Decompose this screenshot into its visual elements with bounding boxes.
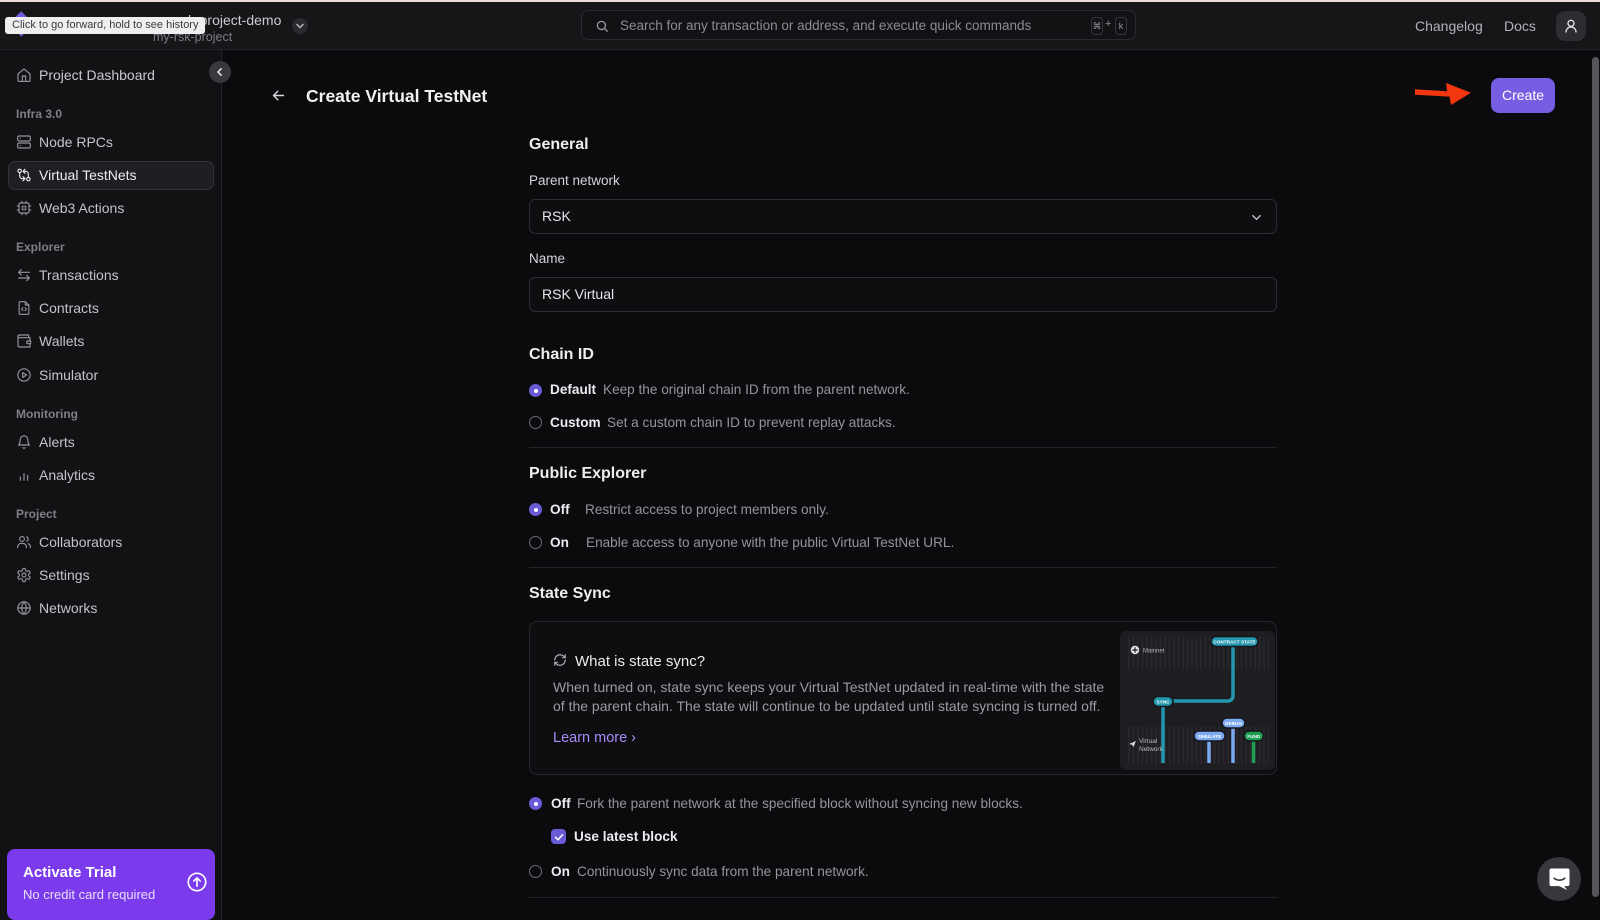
svg-text:SIMULATE: SIMULATE xyxy=(1198,734,1222,739)
svg-text:Network: Network xyxy=(1139,746,1164,753)
svg-text:SYNC: SYNC xyxy=(1156,700,1170,705)
svg-text:Virtual: Virtual xyxy=(1139,738,1158,745)
svg-text:Mainnet: Mainnet xyxy=(1143,649,1165,655)
svg-text:FUND: FUND xyxy=(1247,734,1261,739)
svg-text:CONTRACT STATE: CONTRACT STATE xyxy=(1213,640,1255,645)
svg-text:DEBUG: DEBUG xyxy=(1225,721,1242,726)
